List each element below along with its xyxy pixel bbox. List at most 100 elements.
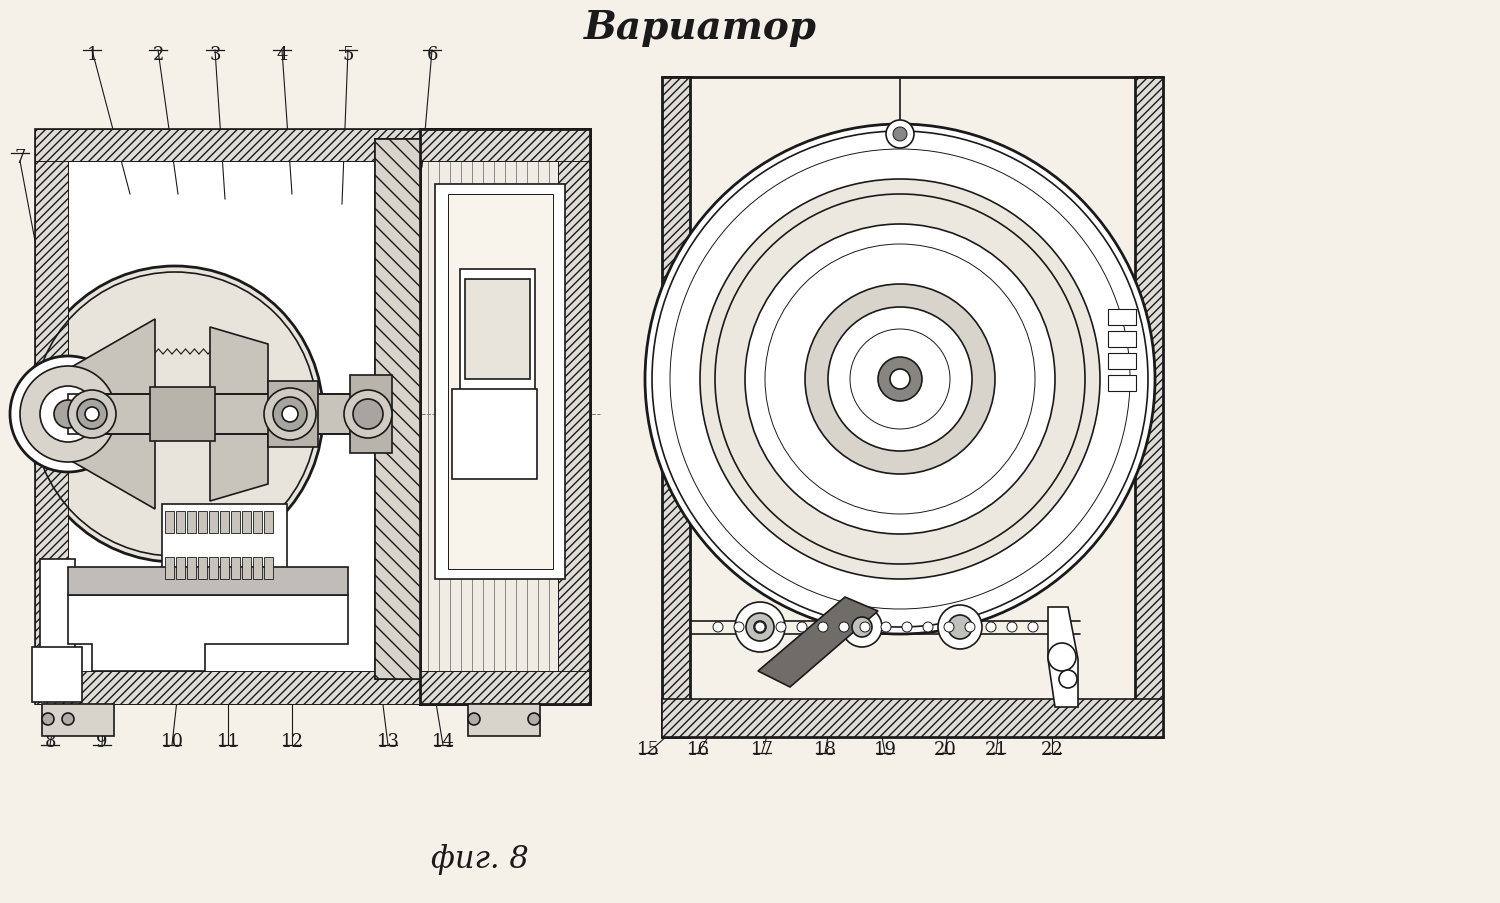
Polygon shape — [758, 598, 878, 687]
Text: 5: 5 — [342, 46, 354, 64]
Circle shape — [964, 622, 975, 632]
Bar — [420, 130, 590, 704]
Circle shape — [842, 608, 882, 647]
Circle shape — [886, 121, 914, 149]
Bar — [1136, 78, 1162, 737]
Circle shape — [10, 357, 126, 472]
Text: 9: 9 — [96, 732, 108, 750]
Circle shape — [86, 407, 99, 422]
Polygon shape — [558, 130, 590, 704]
Bar — [150, 387, 214, 442]
Circle shape — [1028, 622, 1038, 632]
Circle shape — [859, 622, 870, 632]
Circle shape — [828, 308, 972, 452]
Text: 10: 10 — [160, 732, 183, 750]
Polygon shape — [68, 320, 154, 509]
Circle shape — [818, 622, 828, 632]
Bar — [231, 511, 240, 534]
Text: фиг. 8: фиг. 8 — [430, 843, 530, 874]
Polygon shape — [210, 328, 268, 501]
Bar — [176, 557, 184, 580]
Bar — [32, 647, 83, 703]
Circle shape — [746, 225, 1054, 535]
Circle shape — [746, 613, 774, 641]
Text: 7: 7 — [15, 149, 26, 167]
Bar — [468, 704, 540, 736]
Circle shape — [264, 388, 316, 441]
Circle shape — [352, 399, 382, 430]
Bar — [460, 270, 536, 470]
Circle shape — [890, 369, 910, 389]
Bar — [435, 185, 566, 580]
Bar — [209, 557, 218, 580]
Circle shape — [796, 622, 807, 632]
Circle shape — [282, 406, 298, 423]
Bar — [68, 395, 378, 434]
Circle shape — [735, 602, 784, 652]
Bar — [375, 140, 420, 679]
Text: 1: 1 — [87, 46, 98, 64]
Polygon shape — [68, 595, 348, 671]
Circle shape — [776, 622, 786, 632]
Bar — [176, 511, 184, 534]
Circle shape — [468, 713, 480, 725]
Bar — [264, 557, 273, 580]
Bar — [165, 557, 174, 580]
Circle shape — [54, 401, 82, 429]
Circle shape — [938, 605, 982, 649]
Circle shape — [27, 266, 322, 563]
Bar — [40, 559, 75, 675]
Text: 16: 16 — [687, 740, 709, 759]
Bar — [268, 382, 318, 448]
Polygon shape — [1048, 608, 1078, 707]
Text: 11: 11 — [216, 732, 240, 750]
Bar — [209, 511, 218, 534]
Circle shape — [40, 386, 96, 442]
Text: 4: 4 — [276, 46, 288, 64]
Bar — [242, 557, 250, 580]
Circle shape — [806, 284, 994, 474]
Circle shape — [944, 622, 954, 632]
Bar — [198, 557, 207, 580]
Bar — [448, 195, 554, 570]
Bar — [1108, 376, 1136, 392]
Bar — [1108, 310, 1136, 326]
Circle shape — [986, 622, 996, 632]
Circle shape — [645, 125, 1155, 634]
Text: 8: 8 — [45, 732, 56, 750]
Circle shape — [1048, 643, 1076, 671]
Bar — [220, 557, 230, 580]
Bar — [162, 505, 286, 586]
Text: 19: 19 — [873, 740, 897, 759]
Circle shape — [754, 622, 765, 632]
Circle shape — [1007, 622, 1017, 632]
Bar — [231, 557, 240, 580]
Circle shape — [880, 622, 891, 632]
Circle shape — [42, 713, 54, 725]
Circle shape — [1059, 670, 1077, 688]
Polygon shape — [662, 699, 1162, 737]
Circle shape — [76, 399, 106, 430]
Circle shape — [734, 622, 744, 632]
Circle shape — [852, 618, 871, 638]
Bar — [242, 511, 250, 534]
Circle shape — [902, 622, 912, 632]
Bar — [465, 280, 530, 379]
Text: 2: 2 — [153, 46, 164, 64]
Polygon shape — [34, 130, 590, 162]
Polygon shape — [20, 75, 660, 744]
Bar — [254, 557, 262, 580]
Text: 13: 13 — [376, 732, 399, 750]
Circle shape — [528, 713, 540, 725]
Bar — [198, 511, 207, 534]
Text: 3: 3 — [210, 46, 220, 64]
Circle shape — [344, 391, 392, 439]
Bar — [1108, 354, 1136, 369]
Bar — [264, 511, 273, 534]
Bar — [662, 78, 690, 737]
Polygon shape — [34, 130, 590, 704]
Circle shape — [878, 358, 922, 402]
Circle shape — [712, 622, 723, 632]
Text: Вариатор: Вариатор — [584, 9, 816, 47]
Text: 18: 18 — [813, 740, 837, 759]
